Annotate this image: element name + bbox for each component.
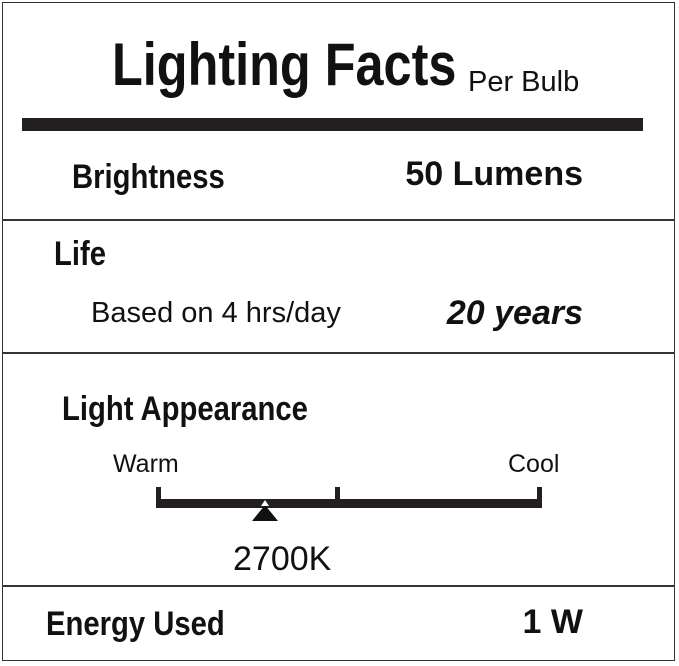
- per-bulb-text: Per Bulb: [468, 66, 580, 98]
- divider: [2, 352, 675, 354]
- marker-notch: [260, 500, 269, 506]
- divider: [2, 585, 675, 587]
- color-temperature-value: 2700K: [233, 540, 332, 578]
- divider: [2, 219, 675, 221]
- scale-tick-cool: [537, 487, 542, 508]
- life-label: Life: [54, 235, 106, 273]
- scale-tick-warm: [156, 487, 161, 508]
- energy-value: 1 W: [522, 603, 583, 641]
- temperature-marker-icon: [251, 505, 278, 521]
- life-value: 20 years: [446, 294, 583, 332]
- cool-label: Cool: [508, 450, 560, 478]
- color-temperature-scale: [157, 499, 541, 508]
- life-note: Based on 4 hrs/day: [91, 297, 341, 329]
- brightness-label: Brightness: [72, 158, 225, 196]
- appearance-label: Light Appearance: [62, 390, 308, 428]
- brightness-value: 50 Lumens: [405, 155, 583, 193]
- energy-label: Energy Used: [46, 605, 225, 643]
- warm-label: Warm: [113, 450, 179, 478]
- scale-tick-mid: [335, 487, 340, 508]
- title-rule: [22, 118, 643, 131]
- label-title: Lighting Facts: [112, 31, 457, 98]
